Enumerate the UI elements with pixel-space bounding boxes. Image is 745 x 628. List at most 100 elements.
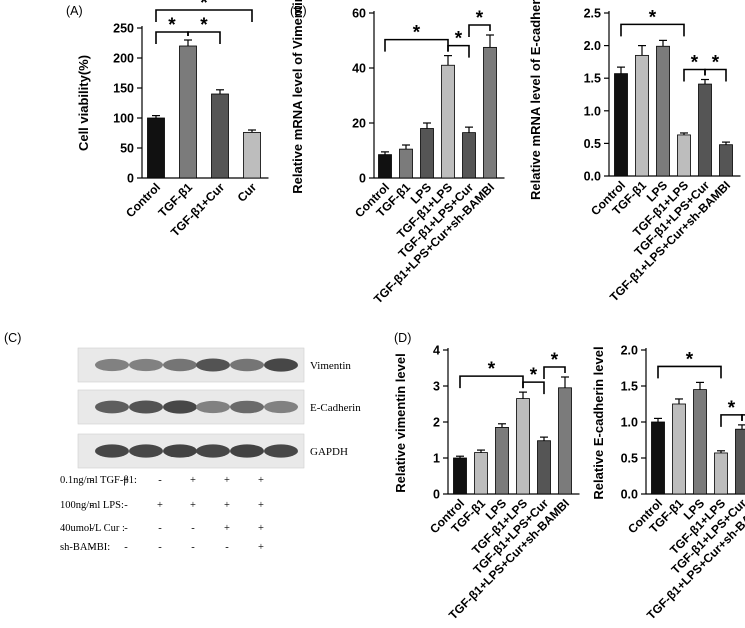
y-tick-label: 250 — [113, 22, 134, 36]
significance-star: * — [488, 359, 496, 380]
treatment-mark: - — [124, 542, 128, 553]
bar — [614, 73, 628, 177]
y-tick-label: 150 — [113, 82, 134, 96]
bar — [147, 117, 165, 179]
y-axis-label: Cell viability(%) — [76, 55, 91, 151]
significance-bracket — [447, 44, 470, 58]
blot-band — [163, 400, 197, 414]
blot-band — [129, 358, 163, 372]
blot-band — [95, 444, 129, 458]
treatment-mark: + — [224, 500, 230, 511]
significance-star: * — [200, 0, 208, 14]
blot-band — [129, 400, 163, 414]
significance-bracket — [704, 68, 727, 82]
bar — [453, 457, 467, 495]
y-tick-label: 0.5 — [584, 137, 601, 151]
bar — [635, 54, 649, 177]
blot-band — [196, 444, 230, 458]
panel-label-b: (B) — [290, 4, 307, 18]
band-label: E-Cadherin — [310, 402, 361, 414]
treatment-mark: + — [258, 542, 264, 553]
significance-bracket — [543, 366, 566, 379]
significance-bracket — [522, 381, 545, 395]
bar — [672, 403, 686, 495]
treatment-label: sh-BAMBI: — [60, 542, 110, 553]
bar — [656, 45, 670, 177]
treatment-mark: - — [191, 523, 195, 534]
bar — [495, 426, 509, 495]
significance-star: * — [551, 350, 559, 371]
y-axis-label: Relative vimentin level — [393, 353, 408, 492]
significance-bracket — [741, 414, 745, 421]
bar — [420, 128, 434, 179]
treatment-mark: - — [90, 523, 94, 534]
treatment-mark: - — [124, 500, 128, 511]
y-tick-label: 2 — [433, 416, 440, 430]
blot-band — [264, 444, 298, 458]
treatment-label: 0.1ng/ml TGF-β1: — [60, 475, 137, 486]
y-tick-label: 50 — [120, 142, 134, 156]
significance-star: * — [476, 8, 484, 29]
bar — [651, 421, 665, 495]
y-tick-label: 0 — [359, 172, 366, 186]
y-tick-label: 3 — [433, 380, 440, 394]
panel-label-c: (C) — [4, 331, 22, 345]
treatment-mark: + — [258, 475, 264, 486]
chart-b2: 0.0 0.5 1.0 1.5 2.0 2.5 Relative mRNA level of… — [528, 0, 741, 304]
bar — [537, 440, 551, 495]
bar — [735, 428, 745, 495]
significance-bracket — [468, 24, 491, 37]
treatment-mark: + — [190, 500, 196, 511]
treatment-mark: - — [90, 475, 94, 486]
bar — [714, 452, 728, 495]
significance-star: * — [691, 53, 699, 74]
blot-band — [163, 444, 197, 458]
significance-bracket — [155, 9, 253, 22]
blot-band — [230, 444, 264, 458]
y-tick-label: 0 — [127, 172, 134, 186]
treatment-mark: + — [123, 475, 129, 486]
bar — [719, 144, 733, 177]
y-tick-label: 4 — [433, 344, 440, 358]
y-tick-label: 60 — [352, 7, 366, 21]
category-label: Cur — [235, 180, 260, 205]
treatment-mark: - — [90, 500, 94, 511]
treatment-mark: - — [158, 475, 162, 486]
blot-band — [196, 400, 230, 414]
y-tick-label: 1.0 — [621, 416, 638, 430]
significance-bracket — [657, 365, 722, 379]
blot-band — [230, 358, 264, 372]
bar — [483, 46, 497, 179]
blot-band — [196, 358, 230, 372]
y-tick-label: 1 — [433, 452, 440, 466]
band-label: GAPDH — [310, 446, 348, 458]
y-tick-label: 0.0 — [584, 170, 601, 184]
significance-star: * — [686, 349, 694, 370]
bar — [516, 398, 530, 495]
blot-band — [95, 400, 129, 414]
significance-bracket — [620, 23, 685, 37]
y-tick-label: 0.0 — [621, 488, 638, 502]
blot-band — [264, 400, 298, 414]
treatment-label: 100ng/ml LPS: — [60, 500, 124, 511]
significance-star: * — [530, 365, 538, 386]
y-tick-label: 1.5 — [621, 380, 638, 394]
y-tick-label: 2.0 — [584, 39, 601, 53]
blot-band — [264, 358, 298, 372]
treatment-mark: - — [225, 542, 229, 553]
bar — [378, 154, 392, 179]
treatment-label: 40umol/L Cur : — [60, 523, 125, 534]
bar — [693, 389, 707, 495]
bar — [179, 45, 197, 179]
y-tick-label: 2.5 — [584, 7, 601, 21]
band-label: Vimentin — [310, 360, 351, 372]
y-axis-label: Relative E-cadherin level — [591, 346, 606, 499]
bar — [474, 452, 488, 495]
treatment-mark: - — [90, 542, 94, 553]
treatment-mark: + — [157, 500, 163, 511]
bar — [677, 134, 691, 177]
